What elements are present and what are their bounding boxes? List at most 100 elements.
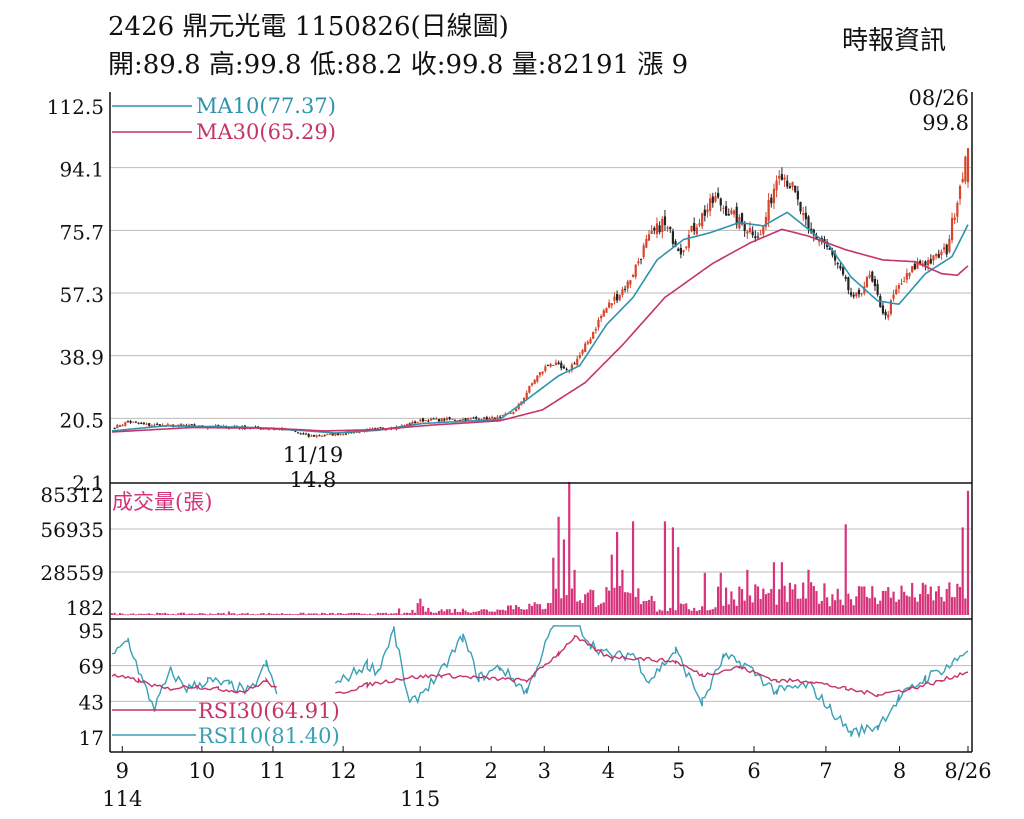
candle-body	[796, 191, 799, 200]
volume-bar	[942, 601, 946, 615]
candle-body	[113, 427, 116, 429]
volume-bar	[267, 612, 270, 615]
candle-body	[852, 294, 855, 297]
volume-bar	[187, 613, 191, 615]
candle-body	[594, 329, 597, 331]
volume-bar	[709, 609, 712, 615]
volume-bar	[666, 610, 669, 615]
volume-bar	[315, 613, 318, 615]
volume-bar	[788, 582, 791, 615]
candle-body	[586, 341, 589, 344]
volume-bar	[679, 603, 682, 615]
candle-body	[956, 202, 959, 217]
candle-body	[618, 294, 621, 300]
candle-body	[488, 417, 491, 420]
candle-body	[663, 216, 667, 226]
volume-bar	[887, 587, 890, 615]
volume-bar	[395, 613, 398, 615]
candle-body	[658, 225, 661, 233]
volume-bar	[528, 603, 531, 615]
volume-bar	[724, 587, 728, 615]
volume-bar	[762, 588, 765, 615]
volume-bar	[118, 612, 122, 615]
candle-body	[778, 175, 781, 179]
volume-bar	[589, 589, 592, 615]
candle-body	[576, 358, 579, 366]
candle-body	[714, 196, 717, 202]
volume-bar	[615, 531, 619, 615]
candle-body	[860, 293, 863, 295]
candle-body	[467, 418, 470, 421]
volume-bar	[908, 596, 911, 615]
candle-body	[530, 383, 534, 386]
candle-body	[344, 433, 348, 435]
candle-body	[631, 274, 635, 278]
volume-bar	[304, 614, 308, 616]
candle-body	[581, 350, 584, 354]
volume-bar	[512, 609, 515, 615]
volume-bar	[796, 598, 799, 615]
price-tick-label: 20.5	[59, 408, 104, 432]
volume-bar	[538, 604, 542, 615]
volume-bar	[283, 614, 286, 615]
volume-bar	[262, 613, 265, 615]
volume-bar	[639, 604, 643, 615]
volume-bar	[549, 603, 552, 615]
candle-body	[669, 227, 672, 230]
candle-body	[445, 417, 449, 420]
candle-body	[754, 236, 757, 239]
candle-body	[584, 343, 587, 353]
candle-body	[831, 249, 834, 256]
volume-bar	[421, 606, 425, 615]
candle-body	[334, 433, 337, 436]
volume-bar	[560, 598, 563, 615]
x-axis-month-label: 3	[538, 759, 551, 783]
volume-bar	[533, 602, 536, 615]
volume-bar	[775, 604, 778, 615]
volume-bar	[174, 614, 177, 616]
candle-body	[320, 435, 324, 437]
candle-body	[573, 363, 576, 365]
volume-bar	[818, 603, 821, 615]
candle-body	[472, 417, 475, 419]
candle-body	[964, 156, 967, 182]
volume-bar	[360, 613, 363, 615]
volume-bar	[706, 610, 709, 615]
ma10-line	[111, 211, 969, 434]
high-value-annotation: 99.8	[922, 111, 969, 135]
low-date-annotation: 11/19	[283, 443, 344, 467]
volume-bar	[499, 609, 502, 615]
x-axis-month-label: 5	[672, 759, 685, 783]
volume-bar	[164, 612, 167, 615]
candle-body	[610, 303, 613, 306]
volume-bar	[129, 613, 132, 615]
candle-body	[549, 364, 552, 367]
volume-bar	[530, 605, 534, 615]
volume-bar	[767, 593, 770, 615]
volume-bar	[302, 612, 305, 615]
volume-bar	[839, 599, 842, 615]
candle-body	[751, 231, 754, 236]
volume-title: 成交量(張)	[112, 490, 212, 514]
candle-body	[945, 244, 948, 255]
volume-bar	[903, 591, 906, 615]
volume-bar	[214, 614, 217, 615]
candle-body	[666, 227, 669, 229]
volume-bar	[772, 562, 776, 615]
candle-body	[142, 422, 146, 424]
volume-bar	[841, 605, 845, 615]
volume-bar	[506, 605, 510, 615]
volume-bar	[746, 569, 749, 615]
candle-body	[942, 247, 946, 250]
volume-bar	[876, 604, 879, 615]
volume-bar	[137, 613, 140, 615]
candle-body	[554, 362, 558, 365]
candle-body	[905, 273, 908, 280]
volume-bar	[945, 589, 948, 615]
candle-body	[639, 258, 643, 260]
volume-bar	[211, 614, 215, 615]
candle-body	[900, 283, 903, 285]
x-axis-year-label: 115	[400, 787, 440, 811]
candle-body	[661, 219, 664, 233]
volume-bar	[427, 607, 430, 615]
